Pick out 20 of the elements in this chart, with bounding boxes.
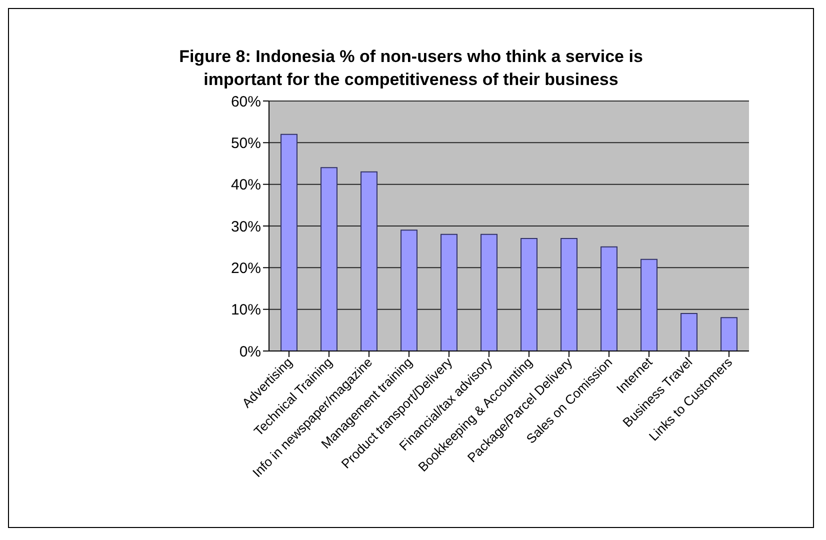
bar xyxy=(480,234,498,351)
y-tick-label: 10% xyxy=(230,302,261,319)
bar xyxy=(320,167,338,351)
chart-title: Figure 8: Indonesia % of non-users who think a service is important for the competitiveness of their business xyxy=(178,46,644,91)
bar xyxy=(720,317,738,351)
bar xyxy=(280,134,298,351)
y-tick-label: 50% xyxy=(230,134,261,152)
bar xyxy=(680,313,698,351)
bar xyxy=(640,258,658,351)
y-tick-label: 0% xyxy=(239,343,261,360)
bar xyxy=(560,238,578,351)
y-tick-label: 20% xyxy=(230,260,261,277)
y-tick-label: 40% xyxy=(230,176,261,194)
y-tick-label: 30% xyxy=(230,218,261,236)
bar xyxy=(360,171,378,351)
bar xyxy=(600,246,618,351)
bar xyxy=(400,230,418,351)
y-tick-label: 60% xyxy=(230,93,261,110)
bar xyxy=(520,238,538,351)
bar xyxy=(440,234,458,351)
